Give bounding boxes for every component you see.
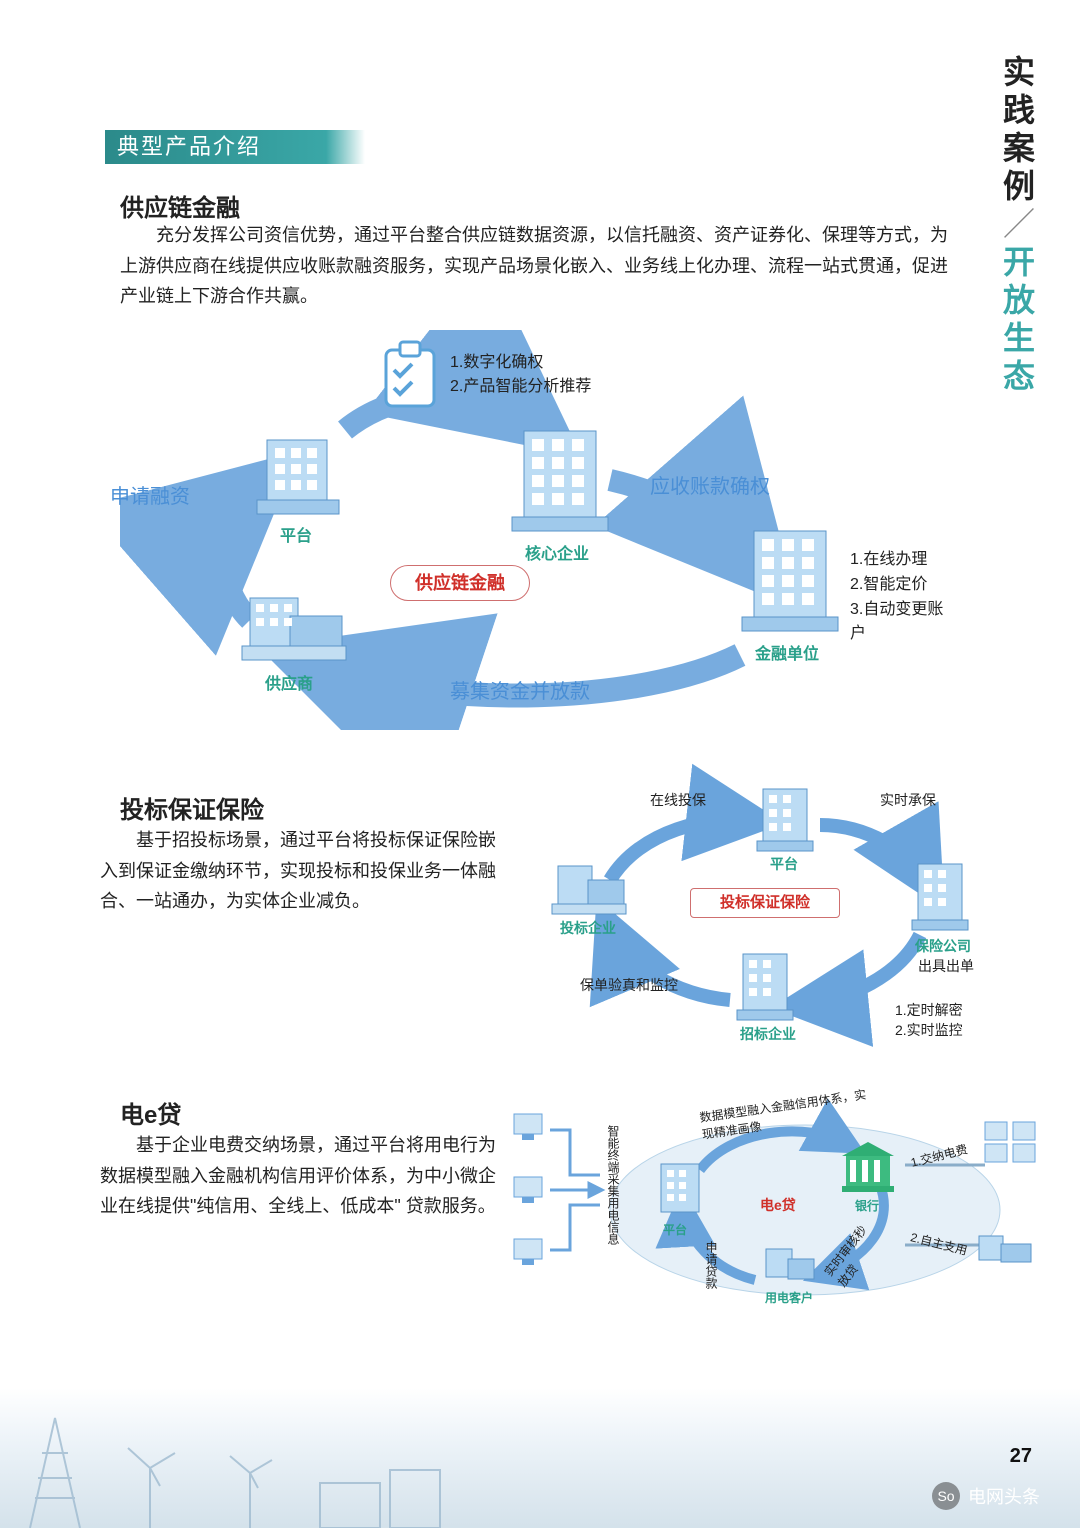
s1-finance-label: 金融单位 — [755, 640, 819, 664]
s2-e3: 出具出单 — [918, 956, 974, 976]
s2-platform-icon — [755, 785, 815, 855]
s1-body: 充分发挥公司资信优势，通过平台整合供应链数据资源，以信托融资、资产证券化、保理等… — [120, 220, 950, 312]
s1-center-label: 供应链金融 — [415, 573, 505, 593]
side-tab-main: 实践案例 — [999, 55, 1035, 207]
s2-diagram: 平台 保险公司 招标企业 投标企业 投标保证保险 在线投保 实时承保 出具出单 … — [500, 760, 1020, 1050]
s2-insurer-icon — [910, 860, 970, 935]
s1-edge-confirm: 应收账款确权 — [650, 470, 770, 499]
s2-tender-icon — [735, 950, 795, 1025]
s2-e2: 实时承保 — [880, 790, 936, 810]
s1-check-2: 2.产品智能分析推荐 — [450, 372, 591, 396]
terminal-icon-1 — [510, 1110, 550, 1146]
section-header: 典型产品介绍 — [105, 130, 365, 164]
s2-center-label: 投标保证保险 — [720, 894, 810, 911]
s2-side1: 1.定时解密 — [895, 1000, 963, 1020]
s2-center: 投标保证保险 — [690, 888, 840, 918]
s1-finance-1: 1.在线办理 — [850, 545, 927, 569]
brand-logo: So — [932, 1482, 960, 1510]
s2-bid-icon — [550, 860, 630, 920]
supplier-icon — [240, 590, 350, 670]
core-icon — [510, 425, 610, 540]
s1-diagram: 1.数字化确权 2.产品智能分析推荐 平台 核心企业 — [120, 330, 950, 730]
side-tab-divider: ／ — [999, 207, 1035, 245]
s2-e4: 保单验真和监控 — [580, 975, 678, 995]
terminal-icon-3 — [510, 1235, 550, 1271]
s1-center-pill: 供应链金融 — [390, 565, 530, 601]
s2-body: 基于招投标场景，通过平台将投标保证保险嵌入到保证金缴纳环节，实现投标和投保业务一… — [100, 825, 500, 917]
page-number: 27 — [1010, 1445, 1032, 1468]
s2-insurer-label: 保险公司 — [915, 936, 971, 956]
s1-edge-apply: 申请融资 — [110, 480, 190, 509]
s3-body: 基于企业电费交纳场景，通过平台将用电行为数据模型融入金融机构信用评价体系，为中小… — [100, 1130, 500, 1222]
terminal-icon-2 — [510, 1173, 550, 1209]
side-tab-sub: 开放生态 — [999, 245, 1035, 397]
grid-icon-top — [983, 1120, 1038, 1165]
checklist-icon — [380, 340, 440, 410]
s3-platform-label: 平台 — [663, 1221, 687, 1238]
s3-e-apply: 申请贷款 — [703, 1241, 720, 1289]
s1-edge-disburse: 募集资金并放款 — [450, 675, 590, 704]
brand-name: 电网头条 — [968, 1483, 1040, 1509]
skyline-icon — [0, 1388, 460, 1528]
s3-customer-label: 用电客户 — [765, 1289, 813, 1306]
s2-tender-label: 招标企业 — [740, 1024, 796, 1044]
s2-platform-label: 平台 — [770, 854, 798, 874]
platform-icon — [255, 432, 345, 522]
s2-title: 投标保证保险 — [120, 790, 264, 825]
s2-bid-label: 投标企业 — [560, 918, 616, 938]
finance-icon — [740, 525, 840, 640]
s3-diagram: 智能终端采集用电信息 平台 银行 用电客户 电e贷 数据模型融入金融信用体系，实… — [505, 1085, 1045, 1325]
s3-title: 电e贷 — [120, 1095, 181, 1130]
s1-title: 供应链金融 — [120, 188, 240, 223]
bank-icon — [840, 1140, 896, 1196]
side-tab: 实践案例／开放生态 — [1000, 55, 1040, 397]
factory-icon — [975, 1230, 1040, 1270]
s1-core-label: 核心企业 — [525, 540, 589, 564]
s1-platform-label: 平台 — [280, 522, 312, 546]
s1-finance-2: 2.智能定价 — [850, 570, 927, 594]
brand: So 电网头条 — [932, 1482, 1040, 1510]
s3-customer-icon — [760, 1245, 820, 1287]
s2-side2: 2.实时监控 — [895, 1020, 963, 1040]
s3-terminals-label: 智能终端采集用电信息 — [605, 1125, 622, 1285]
s1-check-1: 1.数字化确权 — [450, 348, 543, 372]
s1-supplier-label: 供应商 — [265, 670, 313, 694]
s3-bank-label: 银行 — [855, 1197, 879, 1214]
footer-bg — [0, 1388, 1080, 1528]
s3-center-label: 电e贷 — [760, 1195, 796, 1215]
s3-platform-icon — [655, 1160, 705, 1220]
s1-finance-3: 3.自动变更账户 — [850, 595, 950, 643]
s2-e1: 在线投保 — [650, 790, 706, 810]
